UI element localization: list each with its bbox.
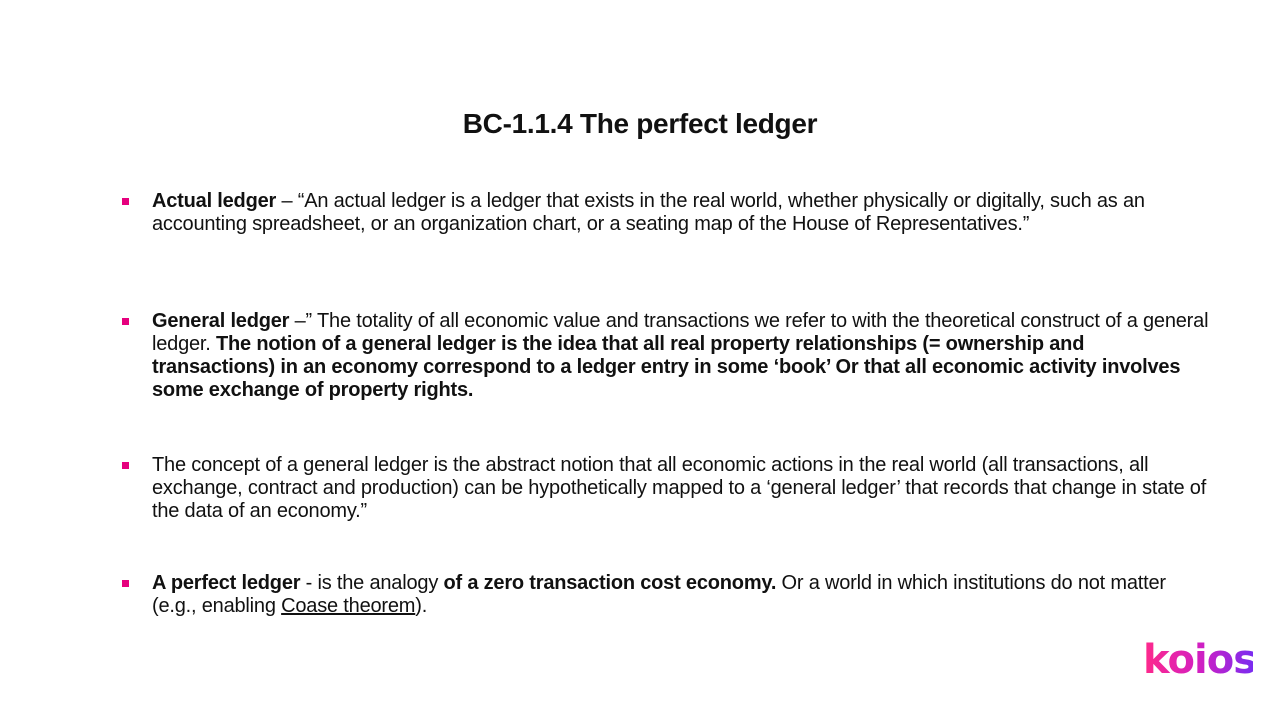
koios-logo: koios xyxy=(1143,636,1253,684)
bullet-text-emphasis: of a zero transaction cost economy. xyxy=(443,572,776,594)
bullet-square-icon xyxy=(122,198,129,205)
term-perfect-ledger: A perfect ledger xyxy=(152,572,300,594)
coase-theorem-link[interactable]: Coase theorem xyxy=(281,595,415,617)
bullet-text: Actual ledger – “An actual ledger is a l… xyxy=(152,190,1212,236)
bullet-text-segment: – “An actual ledger is a ledger that exi… xyxy=(152,190,1145,235)
term-actual-ledger: Actual ledger xyxy=(152,190,276,212)
bullet-text: The concept of a general ledger is the a… xyxy=(152,454,1212,523)
slide-title: BC-1.1.4 The perfect ledger xyxy=(0,104,1280,144)
bullet-text: A perfect ledger - is the analogy of a z… xyxy=(152,572,1212,618)
bullet-square-icon xyxy=(122,462,129,469)
bullet-text-segment: - is the analogy xyxy=(300,572,443,594)
bullet-text: General ledger –” The totality of all ec… xyxy=(152,310,1212,402)
bullet-text-emphasis: The notion of a general ledger is the id… xyxy=(152,333,1180,401)
bullet-square-icon xyxy=(122,580,129,587)
term-general-ledger: General ledger xyxy=(152,310,289,332)
bullet-square-icon xyxy=(122,318,129,325)
bullet-text-segment: The concept of a general ledger is the a… xyxy=(152,454,1206,522)
bullet-text-segment: ). xyxy=(415,595,427,617)
